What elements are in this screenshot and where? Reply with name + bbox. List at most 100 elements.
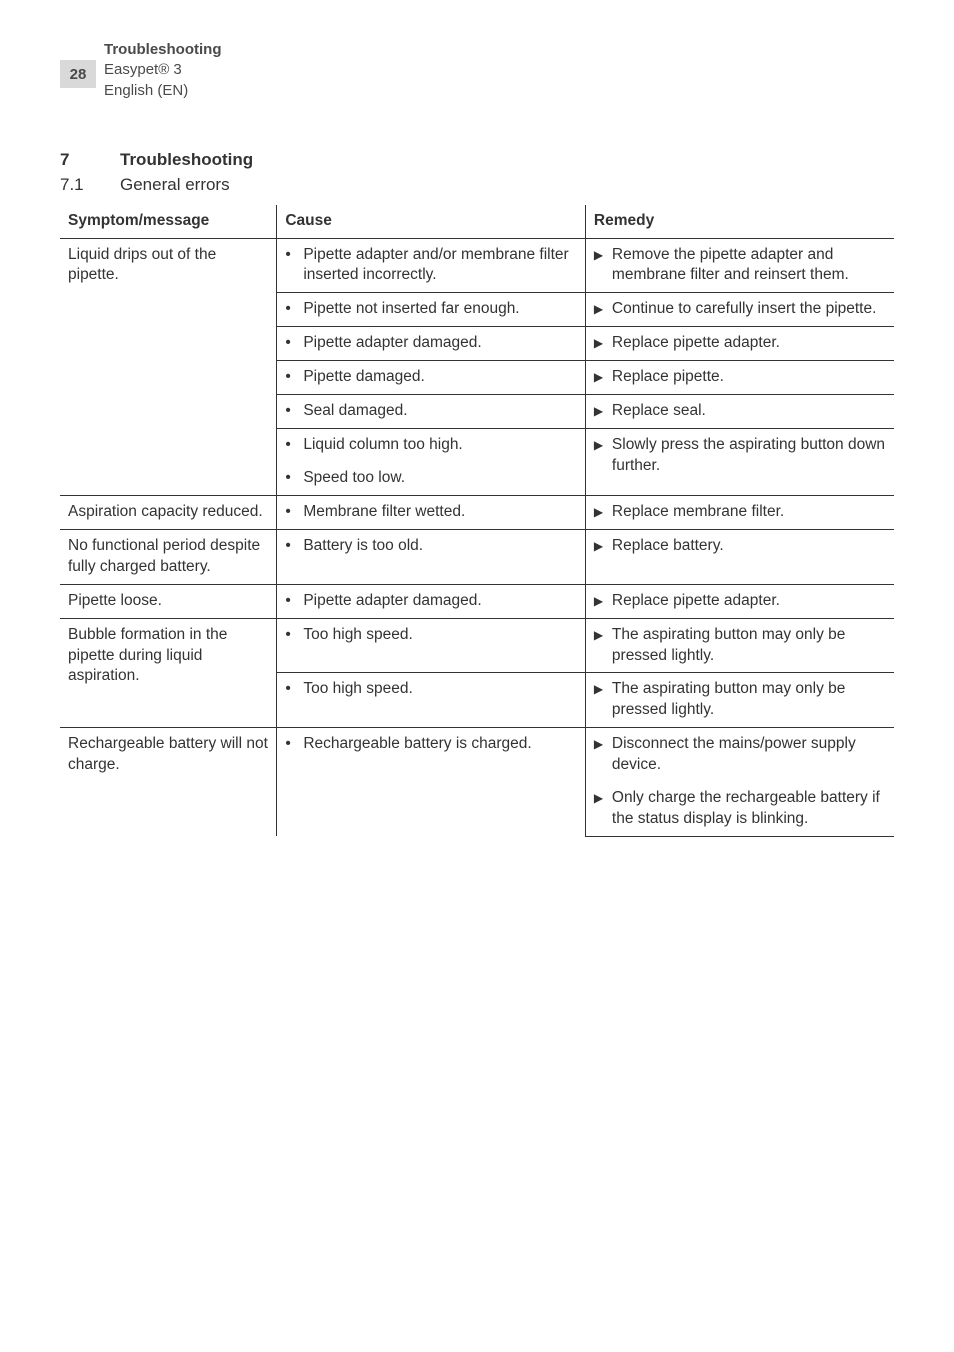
bullet-icon [285,625,303,646]
table-header-row: Symptom/message Cause Remedy [60,205,894,238]
cause-text: Pipette adapter damaged. [303,333,577,354]
cell-remedy: Replace battery. [585,529,894,584]
remedy-text: Replace pipette adapter. [612,591,886,612]
remedy-text: Continue to carefully insert the pipette… [612,299,886,320]
remedy-text: Remove the pipette adapter and membrane … [612,245,886,287]
bullet-icon [285,367,303,388]
remedy-text: Disconnect the mains/power supply device… [612,734,886,776]
cause-text: Too high speed. [303,625,577,646]
cause-text: Liquid column too high. [303,435,577,456]
cause-text: Membrane filter wetted. [303,502,577,523]
cell-symptom: Liquid drips out of the pipette. [60,238,277,495]
table-row: Aspiration capacity reduced. Membrane fi… [60,495,894,529]
cell-cause: Liquid column too high. [277,429,586,462]
header-meta: Troubleshooting Easypet® 3 English (EN) [104,40,222,101]
cell-remedy: Remove the pipette adapter and membrane … [585,238,894,293]
page-container: 28 Troubleshooting Easypet® 3 English (E… [0,0,954,897]
triangle-icon [594,245,612,287]
cause-text: Pipette damaged. [303,367,577,388]
header-language: English (EN) [104,81,222,101]
subsection-number: 7.1 [60,174,120,197]
triangle-icon [594,625,612,667]
header-product: Easypet® 3 [104,60,222,80]
table-row: No functional period despite fully charg… [60,529,894,584]
cell-cause: Membrane filter wetted. [277,495,586,529]
remedy-text: The aspirating button may only be presse… [612,679,886,721]
remedy-text: Only charge the rechargeable battery if … [612,788,886,830]
table-row: Liquid drips out of the pipette. Pipette… [60,238,894,293]
bullet-icon [285,679,303,700]
bullet-icon [285,435,303,456]
triangle-icon [594,734,612,776]
bullet-icon [285,333,303,354]
cell-remedy: Replace membrane filter. [585,495,894,529]
bullet-icon [285,468,303,489]
triangle-icon [594,788,612,830]
th-symptom: Symptom/message [60,205,277,238]
table-row: Bubble formation in the pipette during l… [60,618,894,673]
cause-text: Battery is too old. [303,536,577,557]
cell-cause: Pipette adapter damaged. [277,327,586,361]
bullet-icon [285,734,303,755]
bullet-icon [285,536,303,557]
cause-text: Pipette adapter and/or membrane filter i… [303,245,577,287]
cell-remedy: The aspirating button may only be presse… [585,618,894,673]
table-row: Pipette loose. Pipette adapter damaged. … [60,584,894,618]
th-remedy: Remedy [585,205,894,238]
bullet-icon [285,502,303,523]
cell-cause: Pipette damaged. [277,361,586,395]
remedy-text: Replace battery. [612,536,886,557]
cell-remedy: The aspirating button may only be presse… [585,673,894,728]
cause-text: Speed too low. [303,468,577,489]
cell-remedy: Replace pipette adapter. [585,584,894,618]
bullet-icon [285,401,303,422]
cell-cause: Too high speed. [277,618,586,673]
section-heading-7-1: 7.1 General errors [60,174,894,197]
cell-remedy: Slowly press the aspirating button down … [585,429,894,496]
triangle-icon [594,299,612,320]
cause-text: Seal damaged. [303,401,577,422]
cell-remedy: Replace pipette. [585,361,894,395]
cell-remedy: Disconnect the mains/power supply device… [585,728,894,782]
cell-symptom: No functional period despite fully charg… [60,529,277,584]
remedy-text: Replace pipette adapter. [612,333,886,354]
cell-symptom: Rechargeable battery will not charge. [60,728,277,837]
subsection-label: General errors [120,174,230,197]
cell-remedy: Replace pipette adapter. [585,327,894,361]
cell-symptom: Bubble formation in the pipette during l… [60,618,277,728]
cause-text: Pipette adapter damaged. [303,591,577,612]
cell-cause: Too high speed. [277,673,586,728]
triangle-icon [594,679,612,721]
cell-cause: Battery is too old. [277,529,586,584]
triangle-icon [594,502,612,523]
cell-cause: Seal damaged. [277,395,586,429]
cell-cause: Pipette adapter and/or membrane filter i… [277,238,586,293]
cell-cause: Pipette adapter damaged. [277,584,586,618]
section-heading-7: 7 Troubleshooting [60,149,894,172]
cause-text: Pipette not inserted far enough. [303,299,577,320]
triangle-icon [594,435,612,477]
cause-text: Too high speed. [303,679,577,700]
triangle-icon [594,536,612,557]
triangle-icon [594,367,612,388]
triangle-icon [594,333,612,354]
cell-remedy: Replace seal. [585,395,894,429]
page-header: 28 Troubleshooting Easypet® 3 English (E… [60,40,894,101]
cell-symptom: Pipette loose. [60,584,277,618]
remedy-text: The aspirating button may only be presse… [612,625,886,667]
remedy-text: Replace membrane filter. [612,502,886,523]
triangle-icon [594,401,612,422]
th-cause: Cause [277,205,586,238]
cell-remedy: Only charge the rechargeable battery if … [585,782,894,836]
remedy-text: Replace pipette. [612,367,886,388]
cell-symptom: Aspiration capacity reduced. [60,495,277,529]
section-number: 7 [60,149,120,172]
cell-remedy: Continue to carefully insert the pipette… [585,293,894,327]
remedy-text: Slowly press the aspirating button down … [612,435,886,477]
bullet-icon [285,591,303,612]
bullet-icon [285,245,303,287]
table-row: Rechargeable battery will not charge. Re… [60,728,894,782]
troubleshooting-table: Symptom/message Cause Remedy Liquid drip… [60,205,894,837]
triangle-icon [594,591,612,612]
cell-cause: Pipette not inserted far enough. [277,293,586,327]
